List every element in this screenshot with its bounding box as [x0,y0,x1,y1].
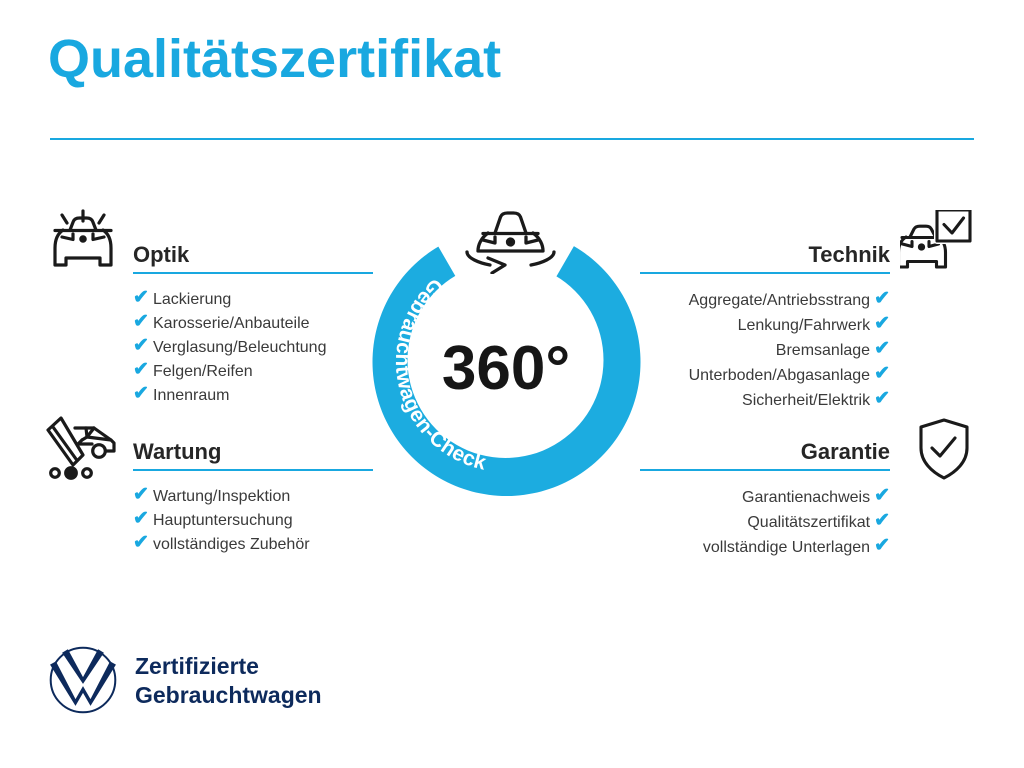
svg-text:Gebrauchtwagen-Check: Gebrauchtwagen-Check [391,274,489,475]
